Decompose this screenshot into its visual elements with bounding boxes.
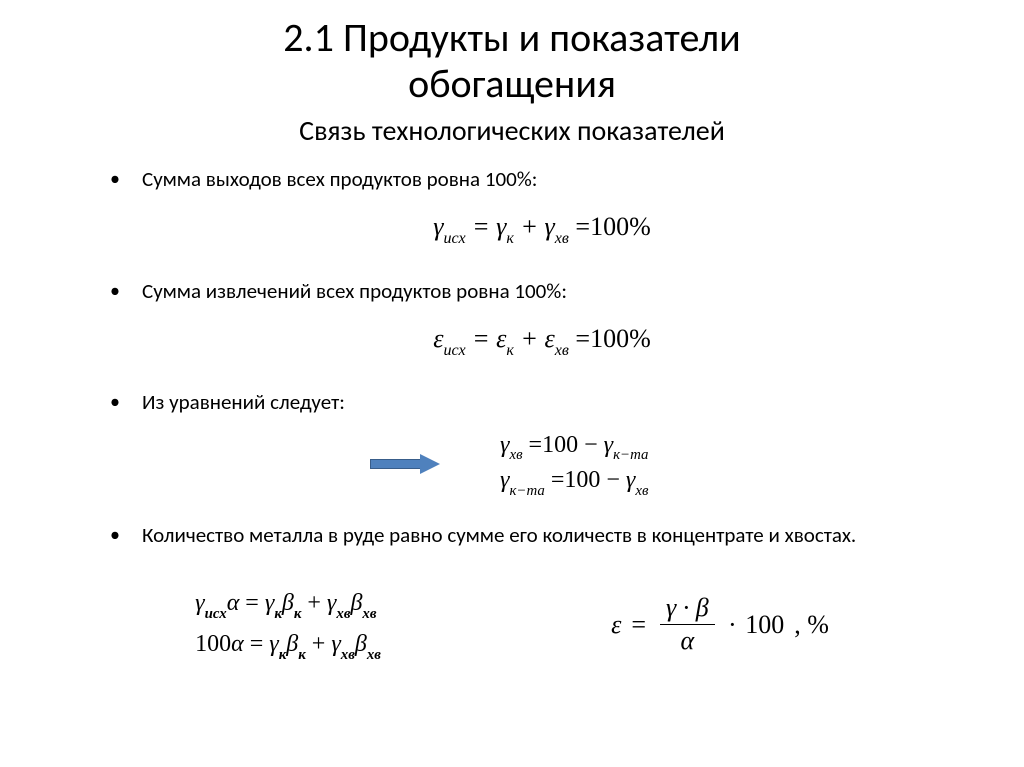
formula-gamma-sum: γисх = γк + γхв =100% [110,207,974,249]
title-line-2: обогащения [408,59,616,108]
formula-recovery: ε = γ · β α ·100, % [611,594,829,656]
bullet-3: Из уравнений следует: [110,389,974,416]
bottom-formula-row: γисхα = γкβк + γхвβхв 100α = γкβк + γхвβ… [50,584,974,665]
bullet-list: Сумма выходов всех продуктов ровна 100%:… [50,166,974,549]
arrow-icon [370,455,440,473]
formula-eps-sum: εисх = εк + εхв =100% [110,319,974,361]
formula-mass-balance: γисхα = γкβк + γхвβхв 100α = γкβк + γхвβ… [195,584,381,665]
slide-subtitle: Связь технологических показателей [50,113,974,148]
title-line-1: 2.1 Продукты и показатели [283,13,740,62]
formula-derived-row: γхв =100 − γк−та γк−та =100 − γхв [110,429,974,500]
bullet-4: Количество металла в руде равно сумме ег… [110,522,974,549]
formula-derived-pair: γхв =100 − γк−та γк−та =100 − γхв [500,429,648,500]
bullet-2: Сумма извлечений всех продуктов ровна 10… [110,278,974,305]
bullet-1: Сумма выходов всех продуктов ровна 100%: [110,166,974,193]
slide-title: 2.1 Продукты и показатели обогащения [50,15,974,107]
